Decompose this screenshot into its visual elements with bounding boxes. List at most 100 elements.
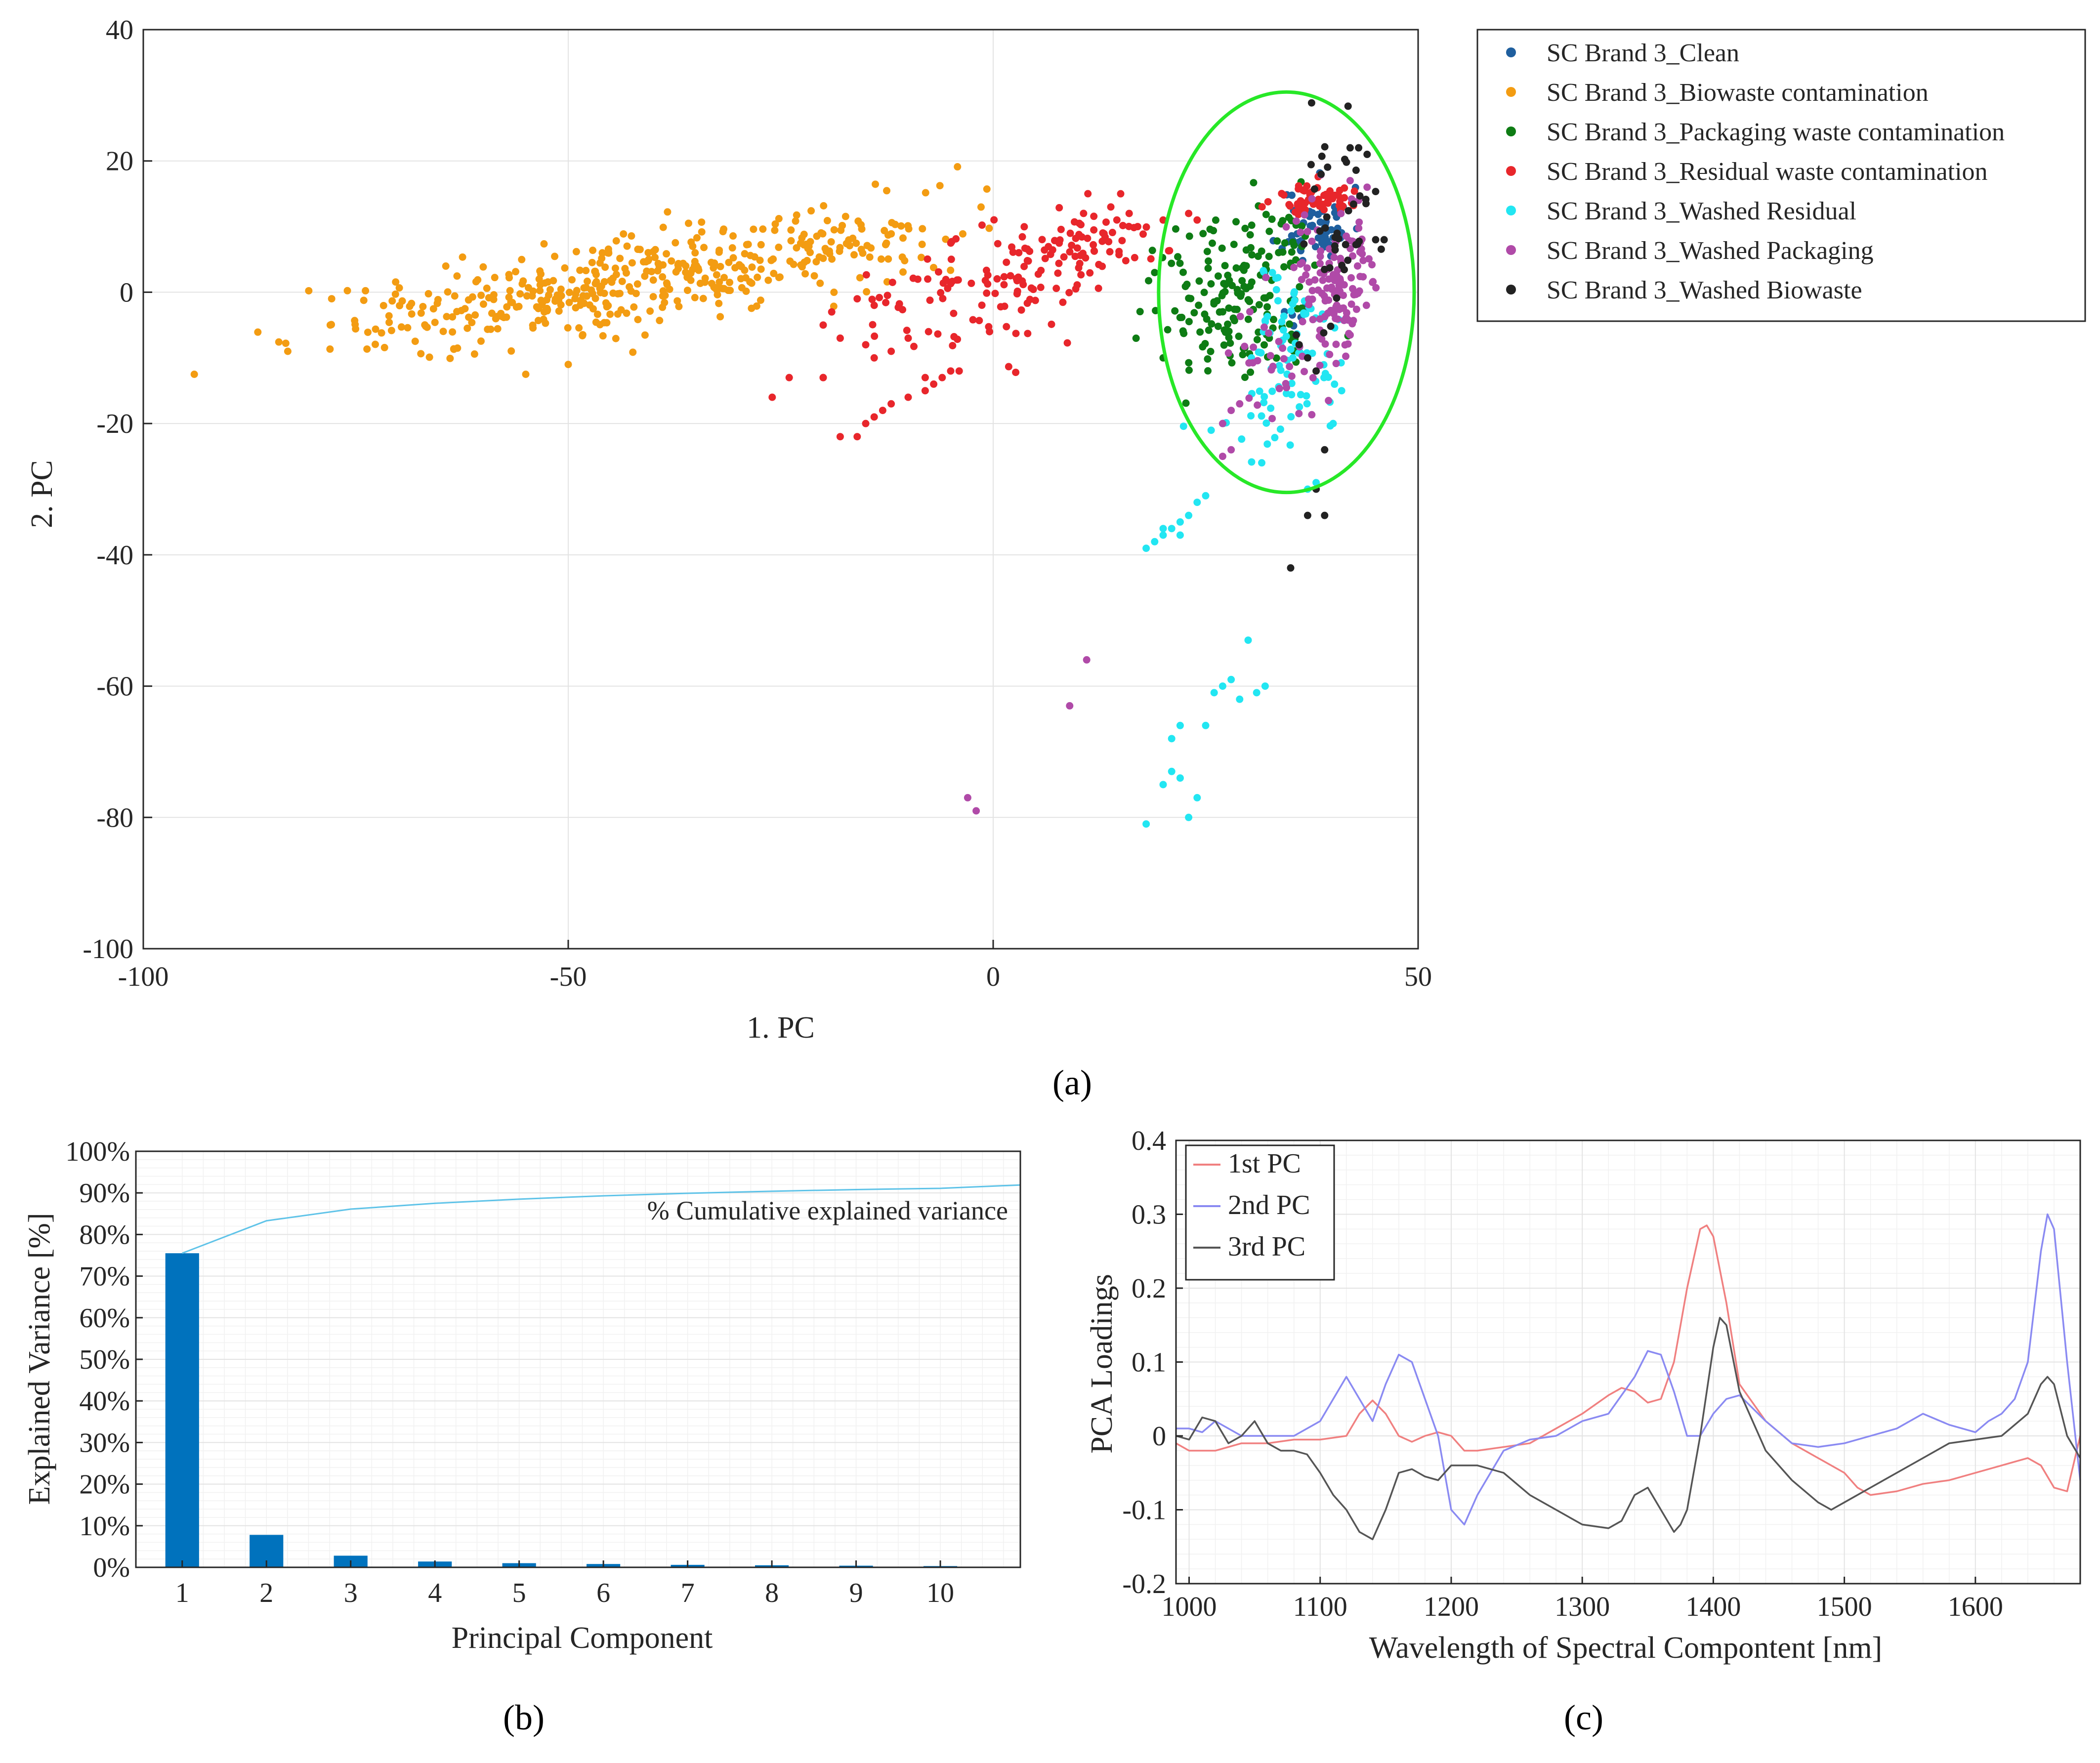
scatter-point xyxy=(1372,236,1380,244)
bar-panel: % Cumulative explained variance 0% 10% 20%… xyxy=(23,1136,1021,1737)
scatter-y-tick-label: -80 xyxy=(96,802,133,833)
scatter-point xyxy=(1147,255,1155,263)
loadings-plot-frame xyxy=(1175,1139,2081,1585)
scatter-point xyxy=(659,273,667,281)
scatter-point xyxy=(1107,203,1115,211)
scatter-legend-marker xyxy=(1506,166,1516,176)
panel-label-b: (b) xyxy=(503,1698,545,1737)
scatter-point xyxy=(904,334,912,342)
scatter-point xyxy=(1264,198,1272,206)
scatter-point xyxy=(1247,244,1255,252)
scatter-point xyxy=(564,324,572,332)
scatter-point xyxy=(372,325,379,333)
scatter-point xyxy=(813,232,821,240)
scatter-point xyxy=(1338,387,1345,395)
scatter-point xyxy=(471,311,479,319)
scatter-point xyxy=(674,260,682,268)
scatter-legend-marker xyxy=(1506,206,1516,215)
scatter-y-tick-label: 40 xyxy=(106,15,133,45)
scatter-point xyxy=(1299,318,1306,326)
scatter-point xyxy=(1176,721,1184,729)
scatter-point xyxy=(1057,225,1065,233)
scatter-point xyxy=(1235,333,1243,340)
scatter-legend-label: SC Brand 3_Clean xyxy=(1547,39,1739,67)
scatter-point xyxy=(887,400,895,408)
scatter-point xyxy=(1226,339,1234,347)
bar-y-tick-label: 50% xyxy=(79,1344,130,1375)
scatter-point xyxy=(1362,200,1370,208)
scatter-point xyxy=(483,284,491,292)
scatter-point xyxy=(691,294,699,301)
scatter-point xyxy=(451,292,459,300)
scatter-point xyxy=(775,215,783,223)
scatter-point xyxy=(1272,286,1280,294)
scatter-point xyxy=(1261,682,1269,690)
scatter-point xyxy=(524,284,532,292)
cluster-ellipse xyxy=(1157,90,1416,495)
scatter-point xyxy=(459,253,466,261)
scatter-point xyxy=(1174,253,1182,261)
scatter-point xyxy=(884,255,892,263)
scatter-point xyxy=(1321,224,1329,232)
scatter-point xyxy=(1005,363,1012,371)
scatter-point xyxy=(1303,182,1311,190)
bar-x-tick-label: 8 xyxy=(765,1578,779,1608)
scatter-point xyxy=(1288,248,1296,256)
loadings-x-tick-label: 1000 xyxy=(1162,1592,1217,1622)
scatter-point xyxy=(978,221,986,229)
scatter-point xyxy=(1258,203,1266,211)
scatter-point xyxy=(1003,323,1010,331)
scatter-point xyxy=(1232,264,1240,272)
scatter-point xyxy=(1098,262,1106,270)
scatter-point xyxy=(1236,312,1244,320)
scatter-point xyxy=(557,285,565,293)
scatter-point xyxy=(713,271,720,279)
scatter-point xyxy=(659,223,667,231)
scatter-point xyxy=(604,248,612,255)
loadings-x-tick-label: 1400 xyxy=(1685,1592,1741,1622)
scatter-point xyxy=(1214,322,1222,330)
panel-label-a: (a) xyxy=(1052,1063,1092,1102)
scatter-point xyxy=(769,255,777,263)
scatter-point xyxy=(1172,225,1179,233)
scatter-point xyxy=(1151,269,1159,277)
scatter-point xyxy=(1287,307,1295,315)
scatter-point xyxy=(1218,420,1226,427)
scatter-point xyxy=(371,340,379,348)
scatter-point xyxy=(1380,236,1388,244)
scatter-point xyxy=(592,271,600,279)
scatter-point xyxy=(596,285,604,293)
scatter-point xyxy=(1233,305,1241,313)
scatter-point xyxy=(1275,362,1283,370)
scatter-point xyxy=(1026,295,1034,303)
scatter-point xyxy=(589,247,597,254)
loadings-y-tick-label: 0.2 xyxy=(1132,1273,1166,1304)
scatter-point xyxy=(812,258,820,266)
scatter-point xyxy=(1176,774,1184,782)
bar-y-tick-label: 40% xyxy=(79,1386,130,1417)
scatter-point xyxy=(555,296,563,304)
scatter-point xyxy=(576,266,584,274)
scatter-point xyxy=(1345,330,1353,337)
scatter-point xyxy=(651,253,659,261)
scatter-point xyxy=(1071,252,1079,260)
scatter-point xyxy=(714,291,721,299)
scatter-x-tick-label: -50 xyxy=(550,962,587,992)
scatter-grid xyxy=(143,30,1418,949)
scatter-y-tick-label: 0 xyxy=(120,277,133,308)
scatter-point xyxy=(938,374,946,381)
scatter-point xyxy=(607,277,615,285)
scatter-series-washed_biowaste xyxy=(1287,99,1388,572)
scatter-point xyxy=(1205,257,1213,265)
scatter-point xyxy=(639,258,647,266)
scatter-point xyxy=(1066,702,1074,710)
scatter-point xyxy=(1331,277,1339,285)
scatter-point xyxy=(326,321,334,329)
scatter-point xyxy=(1246,231,1254,239)
scatter-point xyxy=(1000,281,1008,289)
scatter-x-axis-label: 1. PC xyxy=(747,1011,815,1045)
scatter-point xyxy=(1179,327,1187,335)
scatter-point xyxy=(1321,511,1329,519)
scatter-point xyxy=(1369,278,1377,286)
scatter-point xyxy=(810,272,818,280)
